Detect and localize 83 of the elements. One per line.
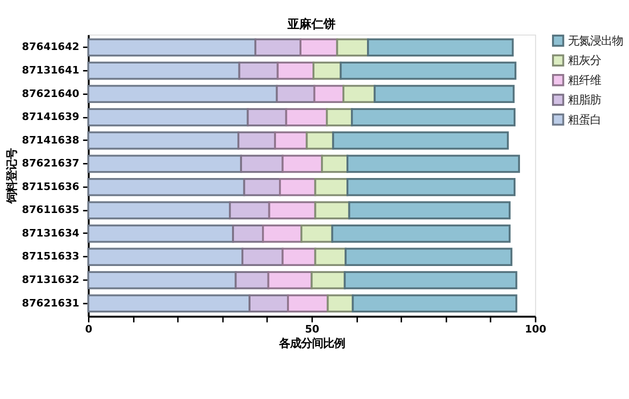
bar [240,154,284,173]
bar [340,62,516,80]
bar [336,38,369,56]
y-tick-label: 87621640 [22,88,80,100]
y-tick-label: 87611635 [22,204,80,216]
bar [87,271,237,290]
bar [87,131,240,150]
bar [314,201,350,220]
y-tick-label: 87151636 [22,180,80,193]
bar [228,201,270,220]
y-tick-label: 87131641 [22,64,80,76]
bar [310,271,346,290]
bar [248,294,289,313]
bar [331,224,511,243]
y-tick-label: 87621631 [22,297,80,310]
y-tick-label: 87151633 [22,250,80,263]
x-tick-label: 50 [304,324,320,336]
bar [234,271,270,290]
bar [238,62,279,80]
y-tick-label: 87641642 [22,41,80,54]
bar [342,84,376,104]
bar [348,201,511,220]
bar [300,38,338,56]
bar [326,294,354,313]
bar [285,108,328,126]
bar [237,131,276,150]
bar [346,154,520,173]
bar [367,38,514,56]
y-axis-title: 饲料登记号 [5,148,18,204]
bar [344,271,518,290]
bar [300,224,334,243]
legend-label: 无氮浸出物 [568,34,623,48]
bar [232,224,264,243]
bar [87,201,231,220]
bar [314,178,348,196]
bar [268,201,316,220]
bar [262,224,302,243]
x-tick-label: 0 [85,324,92,336]
bar [306,131,334,150]
bar [87,38,256,56]
bar [312,62,342,80]
bar [87,62,240,80]
bar [87,294,251,313]
x-axis-title: 各成分间比例 [278,336,346,350]
y-tick-label: 87131632 [22,274,80,286]
bar [87,84,278,104]
bar [321,154,348,173]
bar [274,131,308,150]
bar [287,294,329,313]
bar [279,178,316,196]
bar [346,178,516,196]
bar [87,224,234,243]
y-tick-label: 87131634 [22,227,80,240]
legend-label: 粗蛋白 [568,113,601,126]
bar [267,271,313,290]
y-tick-label: 87141639 [22,111,80,124]
bar [350,108,516,126]
bar [282,248,316,266]
x-tick-label: 100 [524,324,546,336]
bar [332,131,509,150]
bar [87,154,242,173]
bar [246,108,288,126]
bar [326,108,353,126]
bar [241,248,284,266]
bar [352,294,518,313]
bar [276,62,314,80]
bar [313,84,344,104]
bar [87,108,249,126]
y-tick-label: 87141638 [22,134,80,146]
bar [344,248,512,266]
bar [276,84,316,104]
bar [254,38,302,56]
legend-label: 粗脂肪 [568,94,601,107]
bar [282,154,323,173]
bar [87,178,246,196]
bar [314,248,347,266]
bar [87,248,244,266]
y-tick-label: 87621637 [22,158,80,170]
legend-label: 粗灰分 [568,54,601,68]
bar [243,178,281,196]
chart-title: 亚麻仁饼 [286,17,336,32]
bar [374,84,515,104]
legend-label: 粗纤维 [568,74,601,87]
